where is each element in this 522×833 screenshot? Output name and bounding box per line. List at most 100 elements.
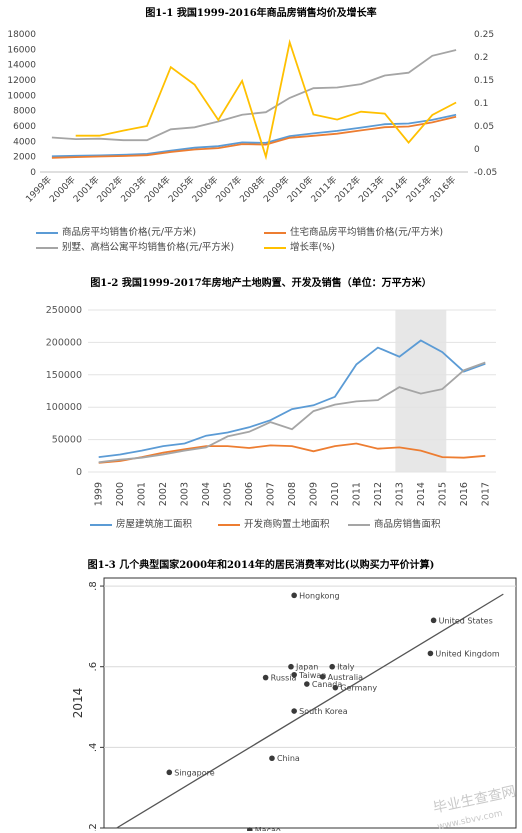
y-tick-label: .8 — [88, 581, 99, 591]
y-tick-label: .2 — [88, 823, 99, 831]
point-label: United States — [439, 616, 493, 625]
x-tick-label: 2011 — [351, 482, 362, 506]
data-point — [329, 663, 335, 670]
x-tick-label: 2001 — [137, 482, 148, 506]
legend-item-s4: 增长率(%) — [264, 239, 335, 253]
legend-swatch-yellow — [264, 246, 286, 249]
y2-tick-label: 0.2 — [474, 53, 488, 63]
y-tick-label: 50000 — [52, 435, 82, 446]
point-label: Japan — [295, 663, 318, 672]
point-label: China — [277, 754, 300, 763]
chart-3-consumption-scatter: .2 .4 .6 .8 2014 Hongkong United States United … — [71, 577, 517, 831]
y2-tick-label: 0.25 — [474, 30, 494, 40]
data-point — [166, 769, 173, 776]
legend-swatch-gray — [36, 246, 58, 249]
x-tick-label: 2002 — [158, 482, 169, 506]
chart-1-legend: 商品房平均销售价格(元/平方米) 住宅商品房平均销售价格(元/平方米) 别墅、高… — [0, 224, 522, 264]
x-tick-label: 2007 — [266, 482, 277, 506]
x-tick-label: 2016 — [459, 482, 470, 506]
shaded-period — [395, 310, 447, 472]
y-tick-label: 0 — [76, 467, 82, 478]
legend-item-s3: 别墅、高档公寓平均销售价格(元/平方米) — [36, 239, 234, 253]
x-tick-label: 2006 — [244, 482, 255, 506]
x-tick-label: 2017 — [480, 482, 491, 506]
data-point — [269, 755, 275, 762]
y2-tick-label: 0 — [474, 145, 480, 155]
x-tick-label: 2013 — [394, 482, 405, 506]
legend-label: 商品房平均销售价格(元/平方米) — [62, 227, 197, 238]
x-tick-label: 2003 — [180, 482, 191, 506]
legend-label: 商品房销售面积 — [374, 519, 441, 530]
series-line — [75, 38, 457, 161]
legend-label: 房屋建筑施工面积 — [116, 519, 193, 530]
x-tick-label: 2005 — [223, 482, 234, 506]
figure-1-title: 图1-1 我国1999-2016年商品房销售均价及增长率 — [145, 8, 377, 19]
data-point — [262, 674, 269, 681]
x-tick-label: 2008 — [287, 482, 298, 506]
legend-label: 开发商购置土地面积 — [244, 519, 330, 530]
point-label: Germany — [340, 684, 377, 693]
x-tick-label: 2012 — [373, 482, 384, 506]
point-label: South Korea — [299, 707, 348, 716]
data-point — [332, 684, 339, 691]
legend-swatch-orange — [218, 523, 240, 526]
point-label: Singapore — [174, 768, 214, 777]
legend-item-s2: 住宅商品房平均销售价格(元/平方米) — [264, 224, 443, 238]
y-tick-label: 250000 — [46, 305, 82, 316]
data-point — [246, 827, 253, 831]
point-label: United Kingdom — [435, 649, 499, 658]
legend-swatch-blue — [36, 231, 58, 234]
x-tick-label: 2010 — [330, 482, 341, 506]
chart-2-land-development: 0 50000 100000 150000 200000 250000 1999 2000 20… — [46, 305, 496, 506]
trendline — [116, 593, 504, 829]
data-point — [291, 592, 297, 599]
x-tick-label: 2000 — [115, 482, 126, 506]
legend-label: 别墅、高档公寓平均销售价格(元/平方米) — [62, 242, 235, 253]
legend-item-s1: 商品房平均销售价格(元/平方米) — [36, 224, 196, 238]
legend-swatch-orange — [264, 231, 286, 234]
y-tick-label: 18000 — [7, 30, 36, 40]
legend-swatch-blue — [90, 523, 112, 526]
y-tick-label: 6000 — [13, 122, 36, 132]
x-tick-label: 1999 — [94, 482, 105, 506]
point-label: Taiwan — [298, 671, 326, 680]
y-tick-label: 12000 — [7, 76, 36, 86]
legend-label: 增长率(%) — [290, 242, 335, 253]
y-axis-label: 2014 — [71, 688, 85, 719]
x-tick-label: 2014 — [416, 482, 427, 506]
series-line — [51, 49, 457, 142]
data-point — [291, 671, 297, 678]
point-label: Russia — [271, 674, 297, 683]
point-label: Hongkong — [299, 591, 339, 600]
y-tick-label: 10000 — [7, 91, 36, 101]
figure-3-title: 图1-3 几个典型国家2000年和2014年的居民消费率对比(以购买力平价计算) — [87, 560, 435, 571]
y-tick-label: 8000 — [13, 107, 36, 117]
data-point — [319, 673, 326, 680]
x-tick-label: 2004 — [201, 482, 212, 506]
x-tick-label: 2015 — [437, 482, 448, 506]
series-line — [51, 115, 457, 159]
chart-1-price-growth: 0 2000 4000 6000 8000 10000 12000 14000 16000 180… — [7, 30, 497, 205]
y-tick-label: 0 — [30, 168, 36, 178]
data-point — [430, 617, 437, 624]
y-tick-label: .4 — [88, 743, 99, 753]
y-tick-label: 4000 — [13, 137, 36, 147]
data-point — [427, 650, 434, 657]
legend-item-s3: 商品房销售面积 — [348, 516, 441, 530]
y-tick-label: 200000 — [46, 337, 82, 348]
figure-2-title: 图1-2 我国1999-2017年房地产土地购置、开发及销售（单位：万平方米） — [90, 278, 432, 289]
data-point — [288, 663, 294, 670]
x-tick-label: 2009 — [308, 482, 319, 506]
plot-frame — [103, 577, 517, 829]
y2-tick-label: 0.15 — [474, 76, 494, 86]
y2-tick-label: 0.1 — [474, 99, 488, 109]
y-tick-label: 16000 — [7, 45, 36, 55]
series-line — [98, 442, 486, 464]
point-label: Australia — [328, 673, 363, 682]
point-label: Italy — [337, 663, 355, 672]
data-point — [291, 708, 297, 714]
legend-item-s1: 房屋建筑施工面积 — [90, 516, 192, 530]
x-tick-label: 2016年 — [427, 174, 458, 205]
y2-tick-label: -0.05 — [474, 168, 497, 178]
series-line — [51, 113, 457, 158]
